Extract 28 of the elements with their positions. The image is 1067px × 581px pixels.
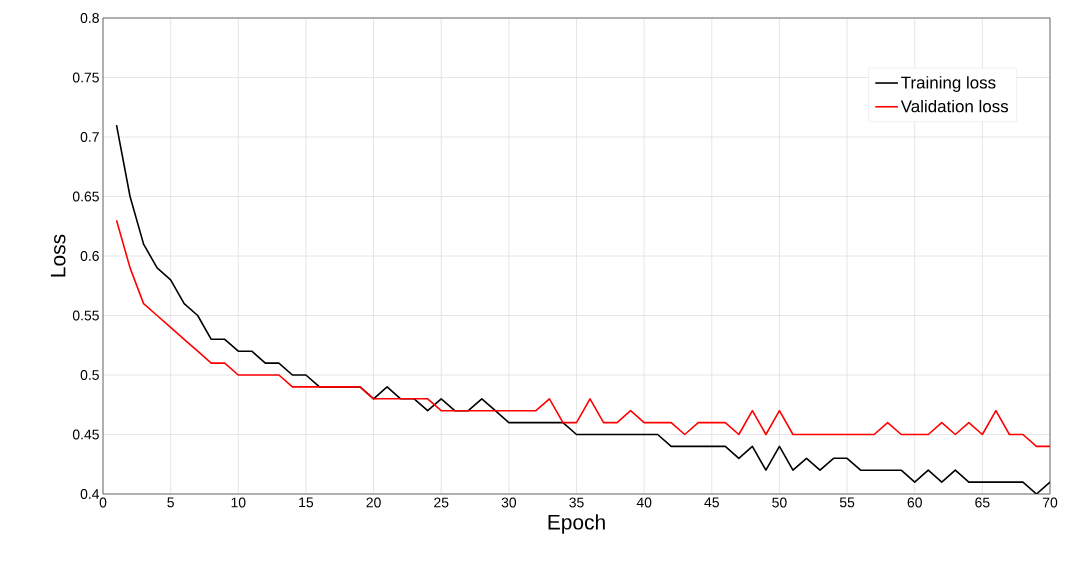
x-tick-label: 35 [569, 497, 584, 508]
x-tick-label: 0 [99, 497, 107, 508]
x-tick-label: 10 [231, 497, 246, 508]
x-tick-label: 50 [772, 497, 787, 508]
x-tick-label: 55 [839, 497, 855, 508]
y-tick-label: 0.7 [80, 132, 99, 142]
legend-label: Training loss [901, 76, 996, 92]
legend-label: Validation loss [900, 99, 1009, 113]
y-tick-label: 0.45 [72, 429, 99, 440]
x-axis-title: Epoch [548, 514, 605, 534]
x-tick-label: 15 [299, 497, 314, 508]
y-tick-label: 0.5 [80, 370, 99, 380]
x-tick-label: 70 [1042, 497, 1058, 508]
x-tick-label: 40 [636, 497, 652, 508]
x-tick-label: 5 [167, 497, 174, 508]
y-tick-label: 0.75 [72, 72, 99, 83]
x-tick-label: 20 [366, 497, 381, 508]
x-tick-label: 45 [704, 497, 719, 508]
x-tick-label: 30 [501, 497, 517, 508]
y-tick-label: 0.6 [80, 251, 99, 261]
y-tick-label: 0.4 [80, 489, 100, 499]
x-tick-label: 25 [434, 497, 449, 508]
y-axis-title: Loss [50, 234, 66, 277]
x-tick-label: 65 [975, 497, 990, 508]
x-tick-label: 60 [907, 497, 922, 508]
y-tick-label: 0.55 [72, 310, 99, 321]
y-tick-label: 0.65 [72, 191, 99, 202]
y-tick-label: 0.8 [80, 13, 99, 23]
